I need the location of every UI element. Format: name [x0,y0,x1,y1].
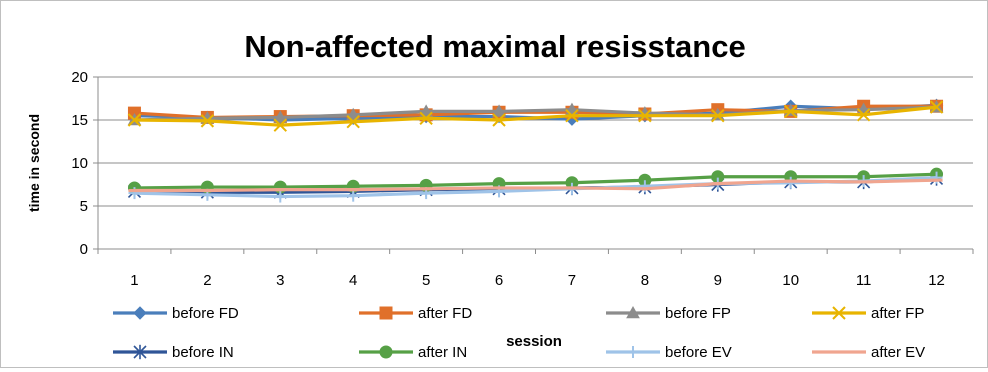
y-tick-label: 15 [71,112,88,129]
series-line-after-fp [134,105,937,127]
legend-label: after FP [871,305,924,322]
data-point-after-fp [638,108,652,123]
data-point-after-fp [273,118,287,132]
series-line-after-ev [134,178,937,193]
legend-label: before EV [665,344,732,361]
data-point-after-fp [200,114,215,128]
chart-title: Non-affected maximal resisstance [244,29,745,64]
data-point-after-fp [127,113,142,127]
data-point-after-fp [929,100,944,114]
x-tick-label: 6 [495,272,503,289]
x-tick-label: 8 [641,272,649,289]
series-after-ev [128,178,943,193]
x-tick-label: 11 [856,272,872,289]
legend-swatch-marker [133,344,147,360]
data-point-before-ev [274,190,287,203]
x-tick-label: 12 [928,272,945,289]
data-point-after-fp [419,111,433,125]
x-tick-label: 5 [422,272,430,289]
x-axis-label: session [506,333,562,350]
legend-swatch-marker [133,306,147,320]
data-point-before-fp [273,110,288,123]
legend-item-after-ev: after EV [812,344,925,361]
series-after-fp [127,100,944,132]
legend-label: before FP [665,305,731,322]
legend-label: before FD [172,305,239,322]
x-tick-label: 10 [782,272,799,289]
legend-swatch-marker [379,345,393,359]
y-axis-label: time in second [26,114,42,212]
y-tick-label: 20 [71,69,88,86]
y-tick-label: 0 [80,241,88,258]
x-tick-label: 4 [349,272,357,289]
legend-item-after-in: after IN [359,344,467,361]
data-point-after-fp [856,108,871,122]
data-point-before-ev [347,189,360,202]
legend-item-before-ev: before EV [606,344,732,361]
y-tick-label: 10 [71,155,88,172]
legend-item-after-fd: after FD [359,305,472,322]
data-point-after-fp [784,104,798,119]
data-point-after-fp [711,108,725,123]
legend-swatch-marker [379,306,393,320]
legend-label: after EV [871,344,925,361]
data-point-after-fp [492,113,506,127]
series-lines [127,98,944,203]
x-tick-label: 7 [568,272,576,289]
data-point-before-fp [419,104,433,117]
legend-label: before IN [172,344,234,361]
legend-swatch-marker [626,305,640,319]
data-point-after-fp [346,115,360,129]
x-tick-label: 2 [203,272,211,289]
data-point-after-fp [565,108,579,123]
x-tick-label: 1 [130,272,138,289]
legend-swatch-marker [627,346,639,358]
legend: before FD after FD before FP after FP before… [113,305,925,361]
data-point-before-fp [346,107,361,121]
legend-item-before-fd: before FD [113,305,239,322]
y-tick-label: 5 [80,198,88,215]
legend-item-before-fp: before FP [606,305,731,322]
series-line-after-in [134,172,937,190]
legend-label: after FD [418,305,472,322]
legend-item-before-in: before IN [113,344,234,361]
legend-item-after-fp: after FP [812,305,924,322]
x-tick-label: 3 [276,272,284,289]
data-point-before-fp [492,104,506,117]
legend-swatch-marker [832,306,846,320]
x-tick-label: 9 [714,272,722,289]
legend-label: after IN [418,344,467,361]
